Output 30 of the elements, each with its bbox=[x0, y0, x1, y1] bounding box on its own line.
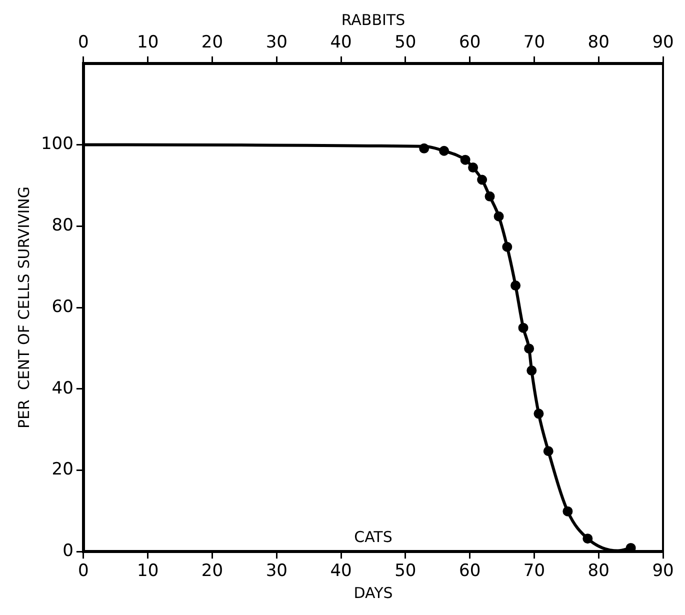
x-tick-label: 80 bbox=[588, 561, 610, 582]
y-axis-title: PER CENT OF CELLS SURVIVING bbox=[14, 186, 33, 429]
y-tick-label: 40 bbox=[52, 378, 74, 398]
x-tick-label: 50 bbox=[394, 561, 416, 582]
annotation: CATS bbox=[354, 528, 392, 546]
y-tick-label: 80 bbox=[52, 216, 74, 236]
x2-tick-label: 60 bbox=[458, 32, 481, 53]
y-tick-label: 20 bbox=[52, 460, 74, 480]
x-axis-title: DAYS bbox=[354, 584, 393, 602]
x-tick-label: 10 bbox=[137, 561, 159, 582]
y-tick-label: 100 bbox=[40, 134, 74, 154]
x2-tick-label: 10 bbox=[137, 32, 159, 53]
x-tick-label: 30 bbox=[266, 561, 288, 582]
x2-tick-label: 30 bbox=[266, 32, 288, 53]
x-tick-label: 40 bbox=[330, 561, 352, 582]
y-tick-label: 0 bbox=[62, 541, 74, 562]
x2-tick-label: 40 bbox=[330, 32, 352, 53]
x2-tick-label: 50 bbox=[394, 32, 416, 53]
x2-tick-label: 0 bbox=[78, 32, 89, 53]
x-tick-label: 0 bbox=[78, 561, 89, 582]
x2-tick-label: 90 bbox=[652, 32, 674, 53]
x-tick-label: 60 bbox=[458, 561, 481, 582]
x-tick-label: 90 bbox=[652, 561, 674, 582]
y-tick-label: 60 bbox=[52, 296, 74, 317]
x2-tick-label: 20 bbox=[201, 32, 224, 53]
x2-axis-title: RABBITS bbox=[341, 10, 406, 29]
x-tick-label: 70 bbox=[523, 561, 546, 582]
x2-tick-label: 70 bbox=[523, 32, 546, 53]
x-tick-label: 20 bbox=[201, 561, 224, 582]
x2-tick-label: 80 bbox=[588, 32, 610, 53]
